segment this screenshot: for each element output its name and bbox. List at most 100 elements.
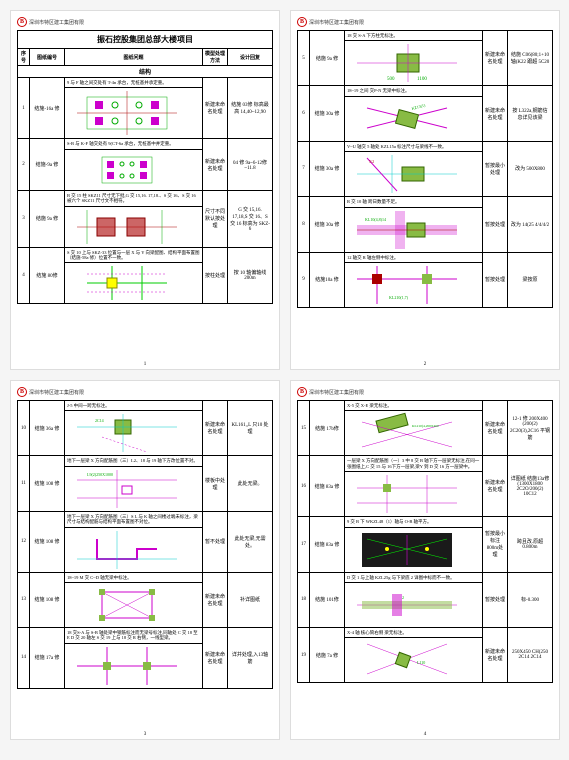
- logo-icon: B: [17, 17, 27, 27]
- table-row: 5 结施 9a 修 18 交 S-A 下方柱无标注。 新建未命名处理 结施 C0…: [298, 31, 553, 41]
- cell-method: 暂按处理: [483, 572, 508, 627]
- svg-text:L9(2)250X1000: L9(2)250X1000: [87, 472, 113, 477]
- table-row: 16 结施 83a 修 一层梁 X 方向配筋图（一）3 中 8 交 B 轴下方一…: [298, 456, 553, 472]
- cell-method: 暂按最小标注800m处理: [483, 517, 508, 572]
- logo-text: 深圳市特区建工集团有限: [29, 389, 84, 396]
- diagram-icon: [67, 208, 187, 246]
- svg-text:2C14: 2C14: [95, 418, 104, 423]
- cell-reply: 此处无梁,无需处。: [228, 511, 273, 572]
- diagram-cell: [65, 582, 203, 627]
- header-seq: 序号: [18, 49, 30, 66]
- cell-method: 新建未命名处理: [203, 139, 228, 190]
- cell-num: 结施10a 修: [310, 252, 345, 307]
- cell-num: 结施 101修: [310, 572, 345, 627]
- svg-text:2: 2: [402, 595, 404, 600]
- cell-reply: 补详图纸: [228, 572, 273, 627]
- cell-num: 结施 108 修: [30, 511, 65, 572]
- cell-reply: KL161,,L 只10 处理: [228, 401, 273, 456]
- diagram-icon: [67, 645, 187, 687]
- cell-reply: 按 L322a,钢筋信息详见该梁: [508, 86, 553, 141]
- logo-icon: B: [297, 17, 307, 27]
- cell-seq: 12: [18, 511, 30, 572]
- page-number: 3: [144, 732, 147, 737]
- cell-method: 暂按处理: [483, 252, 508, 307]
- cell-issue: X-4 轴 核心筒右侧 梁无标注。: [345, 627, 483, 637]
- diagram-cell: KL210(4,200X400: [345, 411, 483, 456]
- cell-method: 楼板中处理: [203, 456, 228, 511]
- logo: B 深圳市特区建工集团有限: [17, 17, 273, 27]
- diagram-cell: [65, 149, 203, 190]
- cell-seq: 2: [18, 139, 30, 190]
- cell-seq: 17: [298, 517, 310, 572]
- diagram-icon: KL210(4,200X400: [347, 412, 467, 454]
- svg-text:KZ13(1): KZ13(1): [411, 102, 426, 111]
- diagram-cell: [65, 643, 203, 688]
- cell-num: 结施 30a 修: [310, 141, 345, 196]
- cell-issue: R 交 10 轴 跨日数量不足。: [345, 197, 483, 207]
- cell-reply: 12-1 修 200X400 (200(2) 2C20(3),2C16 平钢筋: [508, 401, 553, 456]
- cell-seq: 4: [18, 247, 30, 304]
- cell-issue: 18 交S-A 与 S-B 轴处梁中钢筋标注而无梁号标注,同轴处 C 交 18 …: [65, 627, 203, 643]
- cell-issue: 18 交 S-A 下方柱无标注。: [345, 31, 483, 41]
- cell-method: 新建未命名处理: [483, 627, 508, 682]
- diagram-cell: [65, 206, 203, 247]
- cell-num: 结施 108 修: [30, 456, 65, 511]
- cell-num: 结施 30a 修: [310, 86, 345, 141]
- diagram-icon: 5/2: [347, 153, 467, 195]
- diagram-icon: L9(2)250X1000: [67, 468, 187, 510]
- logo-text: 深圳市特区建工集团有限: [29, 19, 84, 26]
- cell-seq: 1: [18, 78, 30, 139]
- cell-method: 新建未命名处理: [483, 456, 508, 517]
- cell-seq: 9: [298, 252, 310, 307]
- issue-table-1: 振石控股集团总部大楼项目 序号 图纸编号 图纸问题 模型处理方法 设计回复 结构…: [17, 30, 273, 304]
- table-row: 12 结施 108 修 地下一层梁 X 方向配筋图（三）S L 与 K 轴之间楼…: [18, 511, 273, 527]
- cell-issue: V~U 轴交 5 轴处 KZL15a 标注尺寸与梁线不一致。: [345, 141, 483, 151]
- cell-method: 按柱处理: [203, 247, 228, 304]
- cell-seq: 19: [298, 627, 310, 682]
- diagram-icon: KL10(4,8)14: [347, 209, 467, 251]
- header-issue: 图纸问题: [65, 49, 203, 66]
- cell-method: 暂不处理: [203, 511, 228, 572]
- cell-seq: 5: [298, 31, 310, 86]
- diagram-cell: L9(2)250X1000: [65, 466, 203, 511]
- cell-num: 结施 108 修: [30, 572, 65, 627]
- cell-issue: D 交 1 与上轴 KZL25g 与下梁底 2 详图中标而不一致。: [345, 572, 483, 582]
- cell-reply: 标-0.300: [508, 572, 553, 627]
- page-1: B 深圳市特区建工集团有限 振石控股集团总部大楼项目 序号 图纸编号 图纸问题 …: [10, 10, 280, 370]
- logo: B 深圳市特区建工集团有限: [17, 387, 273, 397]
- cell-num: 结施 17a 修: [30, 627, 65, 688]
- cell-reply: 此处无梁。: [228, 456, 273, 511]
- cell-num: 结施 83a 修: [310, 517, 345, 572]
- cell-issue: 9 交 B 下 WKZL48（1）轴与 O-B 轴平方。: [345, 517, 483, 527]
- table-row: 10 结施 36a 修 J-5 中间一跨无标注。 新建未命名处理 KL161,,…: [18, 401, 273, 411]
- svg-text:KL10(4,8)14: KL10(4,8)14: [365, 217, 386, 223]
- page-grid: B 深圳市特区建工集团有限 振石控股集团总部大楼项目 序号 图纸编号 图纸问题 …: [0, 0, 569, 750]
- cell-issue: 一层梁 X 方向配筋图（一）3 中 8 交 B 轴下方一层梁无标注,在同一张图纸…: [345, 456, 483, 472]
- cell-reply: 梁按原: [508, 252, 553, 307]
- cell-num: 结施 17b修: [310, 401, 345, 456]
- cell-issue: X-5 交 X-E 梁无标注。: [345, 401, 483, 411]
- cell-seq: 6: [298, 86, 310, 141]
- cell-seq: 14: [18, 627, 30, 688]
- table-row: 14 结施 17a 修 18 交S-A 与 S-B 轴处梁中钢筋标注而无梁号标注…: [18, 627, 273, 643]
- header-method: 模型处理方法: [203, 49, 228, 66]
- logo: B 深圳市特区建工集团有限: [297, 387, 553, 397]
- cell-reply: 改为 14(25 4/4/4/2: [508, 197, 553, 252]
- logo-text: 深圳市特区建工集团有限: [309, 19, 364, 26]
- diagram-icon: KL210(1,7): [347, 264, 467, 306]
- svg-text:KL210(1,7): KL210(1,7): [389, 295, 409, 301]
- cell-seq: 13: [18, 572, 30, 627]
- table-row: 3 结施 9a 修 B 交 15 柱 SKZ11 尺寸无下批,G 交 15,16…: [18, 190, 273, 206]
- table-row: 2 结施-9a 修 S-B 与 K-F 轴交处有 9(CT-6a 承台，无桩基中…: [18, 139, 273, 149]
- page-3: B 深圳市特区建工集团有限 10 结施 36a 修 J-5 中间一跨无标注。 新…: [10, 380, 280, 740]
- diagram-icon: 2: [347, 584, 467, 626]
- cell-num: 结施 9a 修: [310, 31, 345, 86]
- diagram-icon: [67, 151, 187, 189]
- cell-seq: 16: [298, 456, 310, 517]
- diagram-icon: L110: [347, 639, 467, 681]
- diagram-icon: [347, 529, 467, 571]
- diagram-cell: 2: [345, 582, 483, 627]
- diagram-icon: KZ13(1): [347, 98, 467, 140]
- diagram-cell: KL210(1,7): [345, 262, 483, 307]
- cell-seq: 18: [298, 572, 310, 627]
